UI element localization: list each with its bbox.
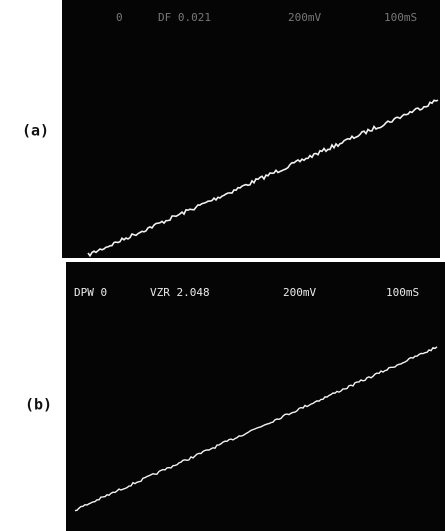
- header-text: 100mS: [386, 286, 419, 299]
- header-text: VZR 2.048: [150, 286, 210, 299]
- header-text: 100mS: [384, 11, 417, 24]
- panel-label: (b): [25, 396, 52, 414]
- screen-b: [66, 262, 445, 531]
- header-text: 0: [116, 11, 123, 24]
- header-text: 200mV: [288, 11, 321, 24]
- figure: (a) (b) 0 DF 0.021 200mV 100mS DPW 0 VZR…: [0, 0, 445, 531]
- panel-label: (a): [22, 122, 49, 140]
- header-text: 200mV: [283, 286, 316, 299]
- header-text: DPW 0: [74, 286, 107, 299]
- screen-a: [62, 0, 440, 258]
- header-text: DF 0.021: [158, 11, 211, 24]
